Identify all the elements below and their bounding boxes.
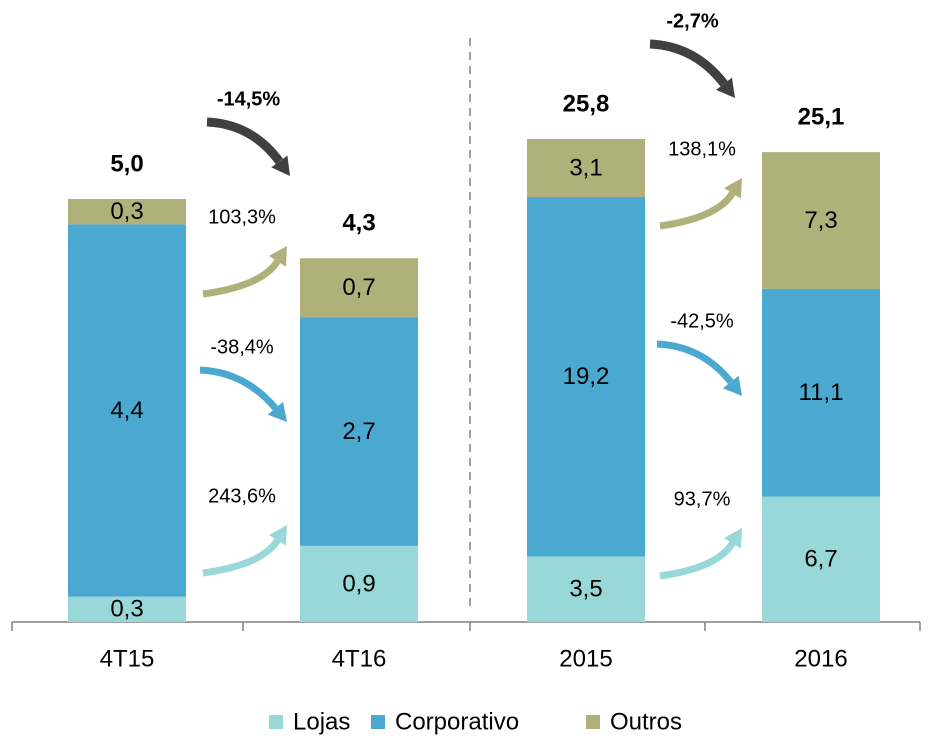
x-tick-label: 4T16 [332, 645, 387, 672]
segment [68, 224, 186, 597]
change-label: 138,1% [668, 138, 736, 160]
total-label: 5,0 [110, 150, 143, 177]
legend-label: Corporativo [395, 708, 519, 735]
trend-arrow-head [723, 528, 742, 549]
value-label: 3,5 [569, 576, 602, 603]
legend-swatch [269, 715, 283, 729]
trend-arrow [656, 340, 734, 385]
x-tick-label: 2016 [794, 645, 847, 672]
change-label: 243,6% [208, 485, 276, 507]
value-label: 11,1 [799, 379, 844, 406]
x-tick-label: 4T15 [100, 645, 155, 672]
trend-arrow [659, 191, 736, 230]
trend-arrow-head [268, 246, 287, 267]
trend-arrow [202, 538, 281, 577]
change-label: 103,3% [208, 206, 276, 228]
value-label: 0,9 [342, 570, 375, 597]
axis-ticks [11, 622, 921, 631]
bar-segment [300, 317, 418, 546]
bar-segment [762, 288, 880, 497]
segment [762, 288, 880, 497]
bar-segment [762, 496, 880, 622]
segment [527, 556, 645, 622]
segment [762, 152, 880, 289]
segment [68, 199, 186, 225]
segment [68, 596, 186, 622]
legend-label: Lojas [293, 708, 350, 735]
value-label: 6,7 [804, 546, 837, 573]
bar-segment [68, 199, 186, 225]
value-label: 19,2 [563, 363, 610, 390]
total-change-label: -2,7% [666, 10, 718, 32]
segment [527, 197, 645, 557]
trend-arrow [649, 39, 728, 87]
trend-arrow [659, 541, 736, 580]
segment [527, 139, 645, 198]
change-label: -38,4% [210, 336, 274, 358]
trend-arrow-head [723, 178, 742, 199]
value-label: 4,4 [110, 397, 143, 424]
bar-segment [527, 139, 645, 198]
total-label: 25,1 [798, 103, 845, 130]
x-tick-label: 2015 [559, 645, 612, 672]
legend-swatch [371, 715, 385, 729]
legend-swatch [586, 715, 600, 729]
change-label: -42,5% [670, 310, 734, 332]
value-label: 3,1 [569, 154, 602, 181]
trend-arrow-head [722, 375, 742, 396]
trend-arrow-head [716, 77, 735, 98]
bar-segment [527, 556, 645, 622]
segment [762, 496, 880, 622]
value-label: 0,3 [110, 596, 143, 623]
total-label: 4,3 [342, 210, 375, 237]
change-label: 93,7% [674, 488, 731, 510]
trend-arrow [206, 117, 284, 165]
total-label: 25,8 [563, 90, 610, 117]
value-label: 7,3 [804, 207, 837, 234]
segment [300, 258, 418, 318]
bar-segment [527, 197, 645, 557]
trend-arrow-head [271, 155, 290, 176]
value-label: 2,7 [342, 418, 375, 445]
trend-arrow [202, 259, 281, 298]
bar-segment [300, 545, 418, 622]
segment [300, 317, 418, 546]
trend-arrow [199, 366, 279, 411]
total-change-label: -14,5% [217, 88, 281, 110]
legend-label: Outros [610, 708, 682, 735]
bar-segment [68, 224, 186, 597]
bar-segment [68, 596, 186, 622]
value-label: 0,7 [342, 274, 375, 301]
trend-arrow-head [268, 525, 287, 546]
bar-segment [300, 258, 418, 318]
bar-segment [762, 152, 880, 289]
segment [300, 545, 418, 622]
trend-arrow-head [267, 401, 287, 422]
value-label: 0,3 [110, 198, 143, 225]
